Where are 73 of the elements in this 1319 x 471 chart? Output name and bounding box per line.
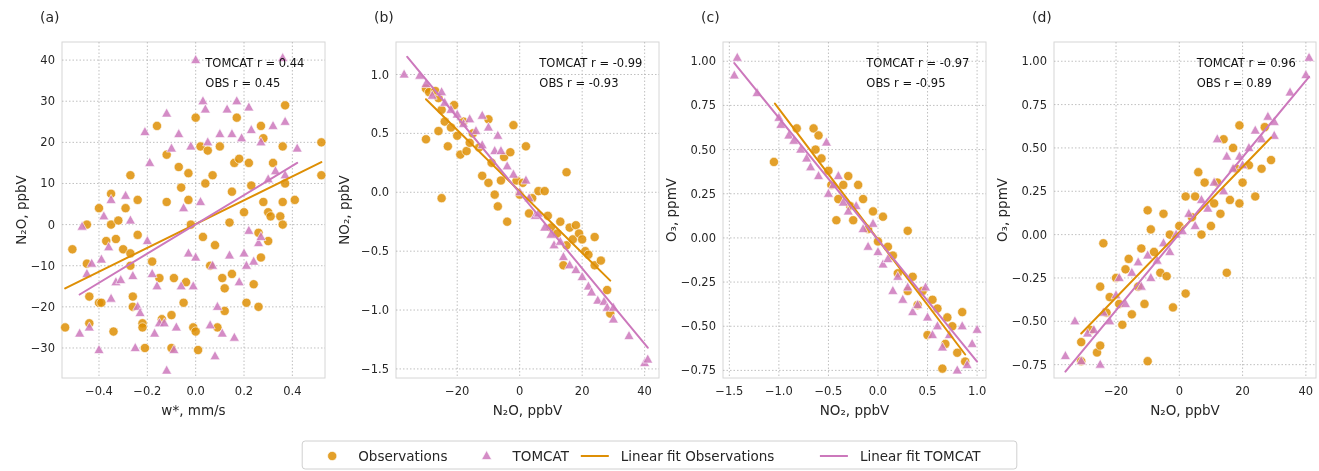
x-tick-label: 40	[1298, 384, 1314, 398]
chart-title: (a)	[40, 9, 60, 25]
y-axis-title: N₂O, ppbV	[13, 174, 29, 245]
x-tick-label: −1.0	[764, 384, 793, 398]
y-tick-label: 0.00	[1021, 227, 1047, 242]
y-tick-label: −20	[30, 299, 55, 314]
legend-label: Linear fit Observations	[620, 447, 775, 464]
x-tick-label: 0.5	[918, 384, 937, 398]
y-tick-label: −0.5	[361, 244, 389, 259]
y-tick-label: 0.50	[1021, 140, 1047, 155]
chart-title: (c)	[701, 9, 720, 25]
x-tick-label: 0	[516, 384, 524, 398]
chart-title: (b)	[374, 9, 394, 25]
y-axis-title: NO₂, ppbV	[336, 174, 352, 245]
annotation: OBS r = 0.45	[205, 76, 281, 90]
annotation: TOMCAT r = -0.97	[865, 56, 970, 70]
x-tick-label: −0.2	[133, 384, 162, 398]
y-tick-label: −1.5	[361, 361, 389, 376]
y-axis-title: O₃, ppmV	[663, 177, 679, 243]
y-tick-label: −0.25	[680, 275, 716, 290]
annotation: OBS r = 0.89	[1196, 76, 1272, 90]
y-tick-label: −0.25	[1011, 270, 1047, 285]
y-tick-label: 0.50	[690, 142, 716, 157]
x-tick-label: 0.2	[234, 384, 254, 398]
y-tick-label: −0.50	[680, 319, 716, 334]
y-tick-label: 0.5	[370, 126, 389, 141]
y-tick-label: 40	[40, 53, 55, 68]
x-tick-label: −1.5	[715, 384, 744, 398]
annotation: TOMCAT r = -0.99	[538, 56, 643, 70]
y-tick-label: −0.75	[1011, 357, 1047, 372]
annotation: TOMCAT r = 0.44	[204, 56, 305, 70]
x-axis-title: N₂O, ppbV	[492, 402, 564, 418]
x-tick-label: 1.0	[967, 384, 987, 398]
y-tick-label: 0	[47, 217, 55, 232]
y-tick-label: 10	[40, 176, 55, 191]
y-tick-label: −30	[30, 341, 55, 355]
y-tick-label: 0.25	[1021, 184, 1047, 199]
y-tick-label: 0.0	[370, 185, 389, 200]
x-tick-label: 0.4	[283, 384, 302, 398]
x-axis-title: w*, mm/s	[161, 402, 226, 418]
x-axis-title: NO₂, ppbV	[819, 402, 891, 418]
x-tick-label: 40	[637, 384, 652, 398]
y-tick-label: 0.25	[690, 186, 716, 201]
y-tick-label: −10	[30, 258, 55, 273]
x-tick-label: 0.0	[186, 384, 205, 398]
y-tick-label: −1.0	[361, 303, 389, 318]
y-tick-label: 0.75	[690, 98, 716, 113]
y-tick-label: 0.00	[690, 230, 716, 245]
y-tick-label: 1.00	[1021, 54, 1047, 69]
x-tick-label: −0.4	[85, 384, 113, 398]
annotation: OBS r = -0.95	[866, 76, 946, 90]
x-tick-label: 0.0	[868, 384, 888, 398]
y-axis-title: O₃, ppmV	[994, 177, 1010, 243]
legend-label: Observations	[358, 447, 448, 464]
y-tick-label: 1.00	[690, 54, 716, 69]
y-tick-label: 0.75	[1021, 97, 1047, 112]
x-axis-title: N₂O, ppbV	[1150, 402, 1221, 418]
y-tick-label: −0.50	[1011, 314, 1047, 329]
legend-label: Linear fit TOMCAT	[859, 447, 982, 464]
x-tick-label: 0	[1175, 384, 1183, 398]
x-tick-label: −0.5	[814, 384, 843, 398]
y-tick-label: 1.0	[370, 67, 389, 82]
annotation: OBS r = -0.93	[539, 76, 619, 90]
x-tick-label: −20	[445, 384, 470, 398]
y-tick-label: 20	[40, 135, 55, 150]
x-tick-label: 20	[574, 384, 590, 398]
annotation: TOMCAT r = 0.96	[1195, 56, 1296, 70]
y-tick-label: −0.75	[680, 363, 716, 378]
chart-title: (d)	[1032, 9, 1052, 25]
x-tick-label: 20	[1235, 384, 1250, 398]
legend-label: TOMCAT	[511, 447, 570, 464]
x-tick-label: −20	[1103, 384, 1129, 398]
y-tick-label: 30	[40, 94, 55, 109]
